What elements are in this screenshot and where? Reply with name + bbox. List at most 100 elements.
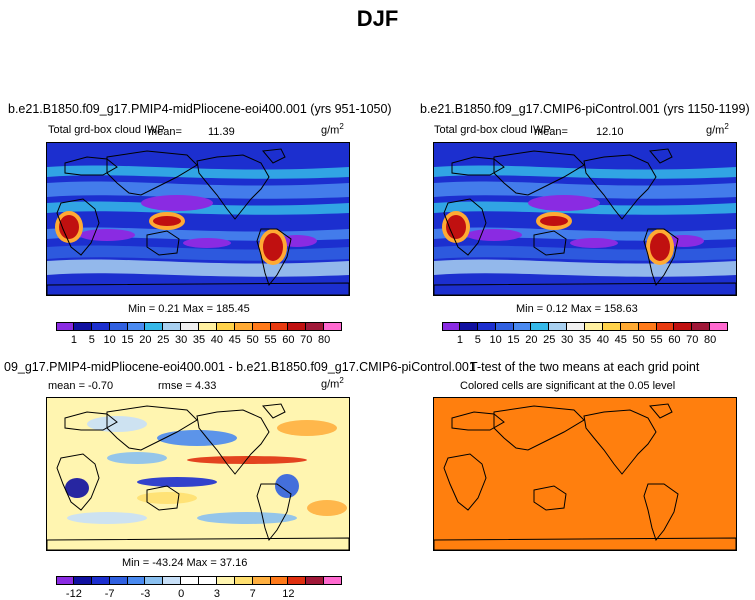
colorbar-swatch-2 [91,322,110,331]
diff-patch-4 [65,478,89,498]
coastline-sa [643,483,679,542]
colorbar-swatch-15 [324,576,342,585]
colorbar-tick-label: 12 [282,588,295,600]
panel3-units: g/m2 [321,376,344,391]
panel1-map [46,142,350,296]
colorbar-swatch-8 [199,322,217,331]
diff-patch-9 [197,512,297,524]
panel1-units: g/m2 [321,122,344,137]
colorbar-tick-label: 40 [596,334,609,346]
colorbar-tick-label: 30 [175,334,188,346]
coastline-na [583,409,657,475]
high-region-inner-0 [446,215,466,239]
coastline-an [434,537,736,550]
low-region-2 [277,235,317,247]
colorbar-swatch-3 [495,322,514,331]
panel1-title: b.e21.B1850.f09_g17.PMIP4-midPliocene-eo… [8,102,392,116]
colorbar-tick-label: 50 [632,334,645,346]
colorbar-swatch-6 [163,322,182,331]
coastline-au [146,230,180,256]
map1-svg [47,143,349,295]
colorbar-tick-label: 15 [121,334,134,346]
colorbar-swatch-2 [91,576,110,585]
colorbar-swatch-15 [710,322,728,331]
colorbar-swatch-2 [477,322,496,331]
panel3-minmax: Min = -43.24 Max = 37.16 [122,557,248,569]
diff-patch-10 [307,500,347,516]
colorbar-swatch-1 [73,322,92,331]
coastline-af [443,453,487,511]
colorbar-swatch-8 [585,322,603,331]
diff-patch-11 [137,492,197,504]
colorbar-swatch-12 [270,576,289,585]
field-band-5 [47,165,349,179]
colorbar-swatch-9 [216,322,235,331]
coastline-gr [649,148,673,164]
colorbar-tick-label: 60 [282,334,295,346]
field-band-0 [434,181,736,199]
colorbar-tick-label: 1 [70,334,77,346]
coastline-as [493,405,585,451]
coastline-as [106,150,198,196]
colorbar-swatch-4 [513,322,532,331]
coastline-eu [451,411,505,431]
colorbar-tick-label: 55 [264,334,277,346]
panel2-units: g/m2 [706,122,729,137]
colorbar-tick-label: 7 [249,588,256,600]
diff-patch-5 [275,474,299,498]
colorbar-swatch-4 [127,576,146,585]
colorbar-swatch-0 [442,322,460,331]
colorbar-tick-label: 30 [561,334,574,346]
coastline-gr [649,403,673,419]
panel1-mean-label: mean= [148,126,182,138]
colorbar-swatch-14 [306,322,325,331]
colorbar-tick-label: 50 [246,334,259,346]
coastline-as [106,405,198,451]
colorbar-swatch-13 [674,322,693,331]
panel3-mean: mean = -0.70 [48,380,114,392]
low-region-3 [183,238,231,248]
low-region-1 [466,229,522,241]
panel2-title: b.e21.B1850.f09_g17.CMIP6-piControl.001 … [420,102,750,116]
map2-svg [434,143,736,295]
colorbar-tick-label: 1 [456,334,463,346]
colorbar-swatch-3 [109,322,128,331]
colorbar-swatch-10 [620,322,639,331]
coastline-au [533,230,567,256]
colorbar-tick-label: 45 [614,334,627,346]
panel2-mean-value: 12.10 [596,126,624,138]
diff-patch-6 [87,416,147,432]
diff-patch-7 [277,420,337,436]
colorbar-tick-label: -7 [104,588,115,600]
colorbar-swatch-5 [145,576,164,585]
colorbar-swatch-12 [656,322,675,331]
coastline-an [47,537,349,550]
colorbar-swatch-1 [73,576,92,585]
coastline-gr [262,403,286,419]
colorbar-tick-label: 80 [318,334,331,346]
low-region-3 [570,238,618,248]
colorbar-swatch-1 [459,322,478,331]
colorbar-swatch-15 [324,322,342,331]
coastline-gr [262,148,286,164]
diff-patch-2 [187,456,307,464]
colorbar-tick-label: 55 [650,334,663,346]
panel3-title: 09_g17.PMIP4-midPliocene-eoi400.001 - b.… [4,360,476,374]
panel2-variable: Total grd-box cloud IWP [434,124,551,136]
colorbar-tick-label: 5 [88,334,95,346]
colorbar-swatch-14 [306,576,325,585]
diff-patch-0 [157,430,237,446]
colorbar-swatch-10 [234,576,253,585]
colorbar-swatch-9 [602,322,621,331]
colorbar-tick-label: 0 [178,588,185,600]
colorbar-tick-label: 70 [686,334,699,346]
coastline-eu [64,156,118,176]
colorbar-swatch-7 [181,576,199,585]
panel4-title: T-test of the two means at each grid poi… [470,360,700,374]
panel1-colorbar [56,322,342,331]
diff-patch-8 [67,512,147,524]
colorbar-tick-label: 10 [103,334,116,346]
colorbar-tick-label: -3 [140,588,151,600]
panel2-minmax: Min = 0.12 Max = 158.63 [516,303,638,315]
colorbar-swatch-7 [181,322,199,331]
